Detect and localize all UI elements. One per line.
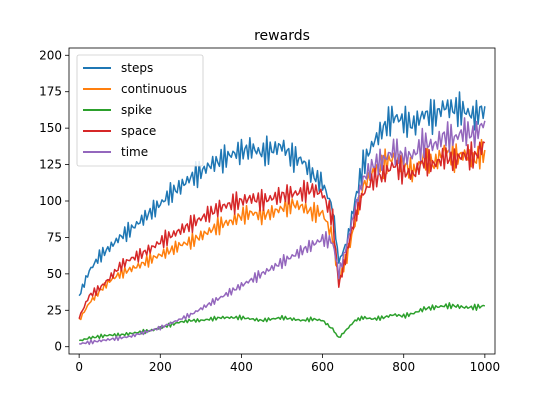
y-tick-label: 50: [47, 267, 62, 281]
series-line-space: [78, 141, 486, 319]
x-tick-label: 600: [311, 360, 334, 374]
y-tick-label: 75: [47, 230, 62, 244]
y-tick-label: 125: [39, 158, 62, 172]
plot-lines: [78, 91, 486, 346]
series-line-steps: [78, 91, 486, 297]
y-tick-label: 150: [39, 121, 62, 135]
chart-title: rewards: [254, 28, 310, 44]
x-tick-label: 1000: [470, 360, 501, 374]
y-tick-label: 25: [47, 303, 62, 317]
axes: 0 200 400 600 800 1000 0 25 50 75 100 125 150 175 200: [39, 47, 501, 374]
legend-label-continuous: continuous: [121, 82, 187, 96]
legend-label-space: space: [121, 124, 156, 138]
legend: steps continuous spike space time: [76, 54, 204, 167]
y-tick-label: 0: [54, 340, 62, 354]
x-tick-label: 400: [230, 360, 253, 374]
y-tick-label: 200: [39, 48, 62, 62]
legend-label-steps: steps: [121, 61, 153, 75]
y-tick-label: 100: [39, 194, 62, 208]
legend-label-time: time: [121, 145, 148, 159]
legend-label-spike: spike: [121, 103, 152, 117]
x-tick-label: 0: [75, 360, 83, 374]
series-line-time: [79, 117, 486, 346]
y-tick-label: 175: [39, 85, 62, 99]
series-line-spike: [79, 302, 486, 342]
x-tick-label: 800: [392, 360, 415, 374]
x-tick-label: 200: [149, 360, 172, 374]
legend-box: [76, 54, 204, 167]
